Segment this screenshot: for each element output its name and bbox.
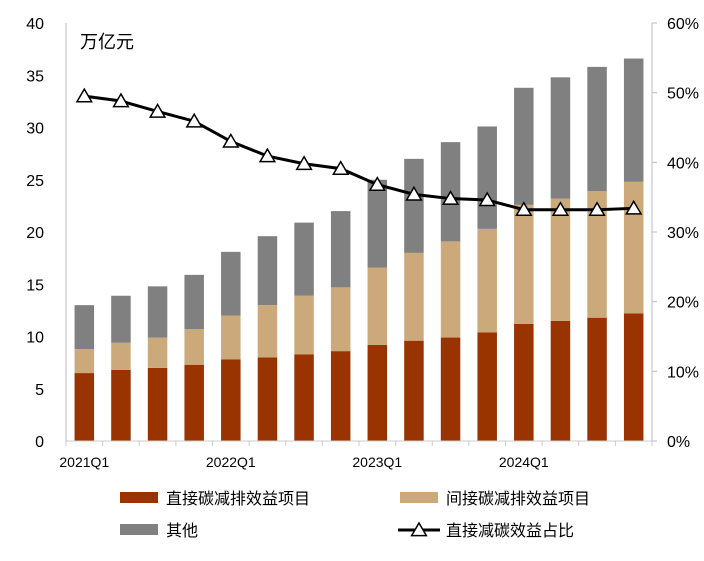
bar-direct-2024Q2 [550, 320, 571, 441]
bar-indirect-2024Q2 [550, 198, 571, 321]
y-left-tick-label: 20 [26, 225, 44, 242]
bar-other-2024Q3 [587, 66, 607, 192]
bar-other-2022Q2 [257, 236, 278, 306]
bar-direct-2021Q3 [147, 367, 168, 441]
bar-direct-2023Q3 [440, 337, 461, 441]
ratio-marker-2023Q4 [478, 191, 496, 207]
y-left-tick-label: 40 [26, 16, 44, 33]
ratio-marker-2022Q3 [295, 155, 313, 171]
bar-indirect-2024Q4 [623, 181, 644, 314]
ratio-marker-2022Q1 [222, 132, 240, 148]
bar-direct-2024Q4 [623, 313, 644, 441]
y-right-tick-label: 40% [667, 155, 699, 172]
y-left-tick-label: 0 [35, 434, 44, 451]
ratio-marker-2022Q2 [258, 147, 277, 163]
bar-indirect-2023Q2 [404, 252, 424, 341]
y-left-tick-label: 15 [26, 277, 44, 294]
bar-indirect-2022Q2 [257, 305, 278, 358]
bar-other-2023Q2 [404, 158, 424, 253]
ratio-marker-2021Q1 [75, 87, 93, 103]
bar-direct-2023Q4 [477, 332, 497, 441]
ratio-marker-2021Q2 [112, 92, 130, 108]
y-right-tick-label: 60% [667, 16, 699, 33]
x-tick-label: 2024Q1 [499, 454, 549, 470]
bar-other-2021Q2 [111, 295, 131, 343]
ratio-line [84, 94, 634, 212]
y-left-tick-label: 25 [26, 173, 44, 190]
legend-marker [410, 521, 428, 537]
unit-label: 万亿元 [80, 32, 134, 52]
bar-indirect-2021Q4 [184, 329, 204, 365]
y-left-tick-label: 35 [26, 68, 44, 85]
bar-other-2021Q4 [184, 274, 204, 330]
bar-indirect-2022Q4 [330, 287, 351, 352]
bar-indirect-2021Q3 [147, 337, 168, 368]
bars-layer [74, 58, 644, 441]
legend-label: 其他 [166, 522, 198, 540]
bar-indirect-2024Q1 [514, 204, 534, 324]
bar-indirect-2022Q3 [294, 295, 314, 355]
legend-label: 直接碳减排效益项目 [166, 490, 310, 508]
bar-other-2024Q1 [514, 87, 534, 205]
ratio-marker-2023Q1 [368, 176, 386, 191]
bar-direct-2023Q2 [404, 340, 424, 441]
ratio-marker-2024Q4 [625, 199, 643, 215]
bar-other-2024Q4 [623, 58, 644, 182]
y-left-tick-label: 30 [26, 121, 44, 138]
legend-label: 间接碳减排效益项目 [446, 490, 590, 508]
y-left-tick-label: 10 [26, 330, 44, 347]
ratio-marker-2023Q2 [405, 185, 423, 201]
bar-other-2023Q4 [477, 126, 497, 229]
y-right-tick-label: 30% [667, 225, 699, 242]
bar-other-2024Q2 [550, 77, 571, 199]
y-right-tick-label: 20% [667, 295, 699, 312]
axes-layer: 0 5 10 15 20 25 30 35 40 0% 10% 20% 30% 40% 50% 60% 2021… [26, 16, 699, 470]
legend-swatch [120, 492, 158, 503]
bar-indirect-2023Q3 [440, 241, 461, 338]
bar-direct-2022Q1 [221, 359, 241, 441]
bar-direct-2022Q2 [257, 357, 278, 441]
legend-swatch [120, 524, 158, 535]
bar-direct-2022Q4 [330, 351, 351, 441]
y-left-tick-label: 5 [35, 382, 44, 399]
legend-swatch [400, 492, 438, 503]
bar-indirect-2024Q3 [587, 191, 607, 318]
bar-other-2023Q1 [367, 179, 388, 268]
y-right-tick-label: 50% [667, 86, 699, 103]
line-layer [75, 87, 643, 217]
bar-other-2021Q3 [147, 286, 168, 338]
bar-indirect-2023Q4 [477, 228, 497, 333]
bar-direct-2024Q3 [587, 317, 607, 441]
x-tick-label: 2021Q1 [59, 454, 109, 470]
bar-direct-2022Q3 [294, 354, 314, 441]
y-right-tick-label: 10% [667, 364, 699, 381]
bar-direct-2021Q1 [74, 373, 95, 441]
ratio-marker-2022Q4 [332, 160, 350, 175]
bar-other-2022Q3 [294, 222, 314, 296]
ratio-marker-2024Q1 [515, 201, 533, 217]
bar-direct-2024Q1 [514, 323, 534, 441]
x-tick-label: 2023Q1 [352, 454, 402, 470]
legend-label: 直接减碳效益占比 [446, 522, 574, 540]
bar-indirect-2021Q2 [111, 342, 131, 370]
bar-other-2021Q1 [74, 305, 95, 350]
bar-indirect-2023Q1 [367, 267, 388, 345]
bar-indirect-2022Q1 [221, 315, 241, 360]
bar-direct-2021Q4 [184, 364, 204, 441]
x-tick-label: 2022Q1 [206, 454, 256, 470]
bar-other-2022Q1 [221, 251, 241, 316]
y-right-tick-label: 0% [667, 434, 690, 451]
bar-indirect-2021Q1 [74, 349, 95, 374]
bar-other-2022Q4 [330, 211, 351, 288]
bar-direct-2021Q2 [111, 369, 131, 441]
ratio-marker-2021Q4 [185, 112, 203, 128]
ratio-marker-2024Q2 [551, 201, 570, 217]
ratio-marker-2023Q3 [441, 190, 460, 205]
ratio-marker-2021Q3 [148, 102, 167, 118]
bar-direct-2023Q1 [367, 344, 388, 441]
ratio-marker-2024Q3 [588, 201, 606, 217]
